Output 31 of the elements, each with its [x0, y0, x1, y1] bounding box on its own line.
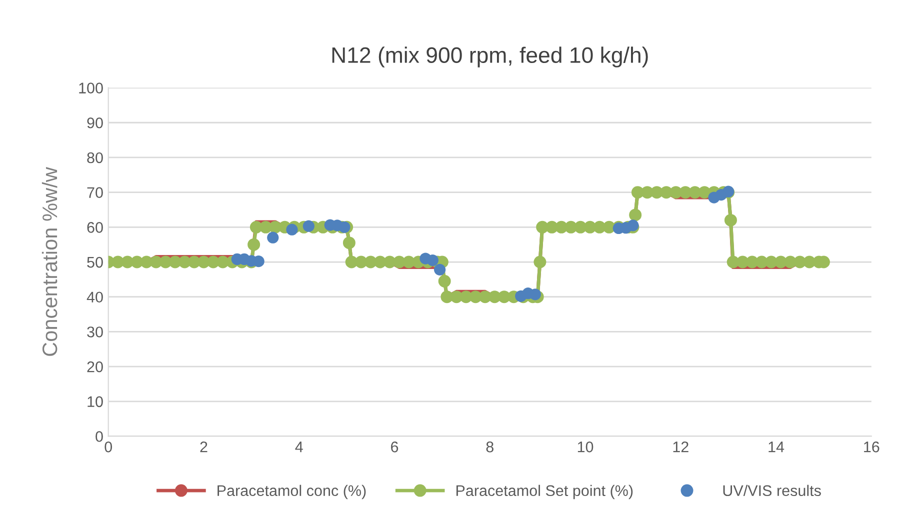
y-tick-label: 70 [87, 187, 103, 198]
y-tick-label: 60 [87, 222, 103, 233]
y-tick-label: 100 [79, 82, 103, 94]
y-tick-label: 30 [87, 326, 103, 338]
y-tick-label: 50 [87, 256, 103, 268]
y-tick-label: 10 [88, 396, 103, 408]
x-tick-label: 2 [200, 442, 208, 452]
y-tick-label: 0 [96, 431, 103, 442]
y-tick-label: 80 [87, 152, 103, 164]
y-tick-label: 40 [86, 292, 103, 303]
legend-label: Paracetamol conc (%) [218, 484, 366, 500]
y-axis-title: Concentration %w/w [42, 167, 58, 356]
y-tick-label: 90 [87, 117, 103, 128]
legend-label: UV/VIS results [723, 484, 821, 496]
point [267, 232, 279, 244]
point [426, 254, 438, 266]
x-tick-label: 12 [673, 442, 688, 452]
point [434, 264, 446, 276]
chart-title: N12 (mix 900 rpm, feed 10 kg/h) [332, 46, 648, 68]
y-tick-label: 20 [87, 361, 103, 372]
point [338, 221, 350, 233]
point [302, 220, 314, 232]
x-tick-label: 0 [104, 442, 112, 452]
x-tick-label: 16 [864, 442, 880, 452]
legend-label: Paracetamol Set point (%) [456, 484, 633, 500]
x-tick-label: 10 [578, 442, 594, 452]
x-tick-label: 6 [391, 442, 398, 452]
x-tick-label: 8 [486, 442, 494, 452]
x-tick-label: 14 [768, 442, 784, 452]
point [286, 224, 298, 236]
x-tick-label: 4 [295, 442, 303, 452]
